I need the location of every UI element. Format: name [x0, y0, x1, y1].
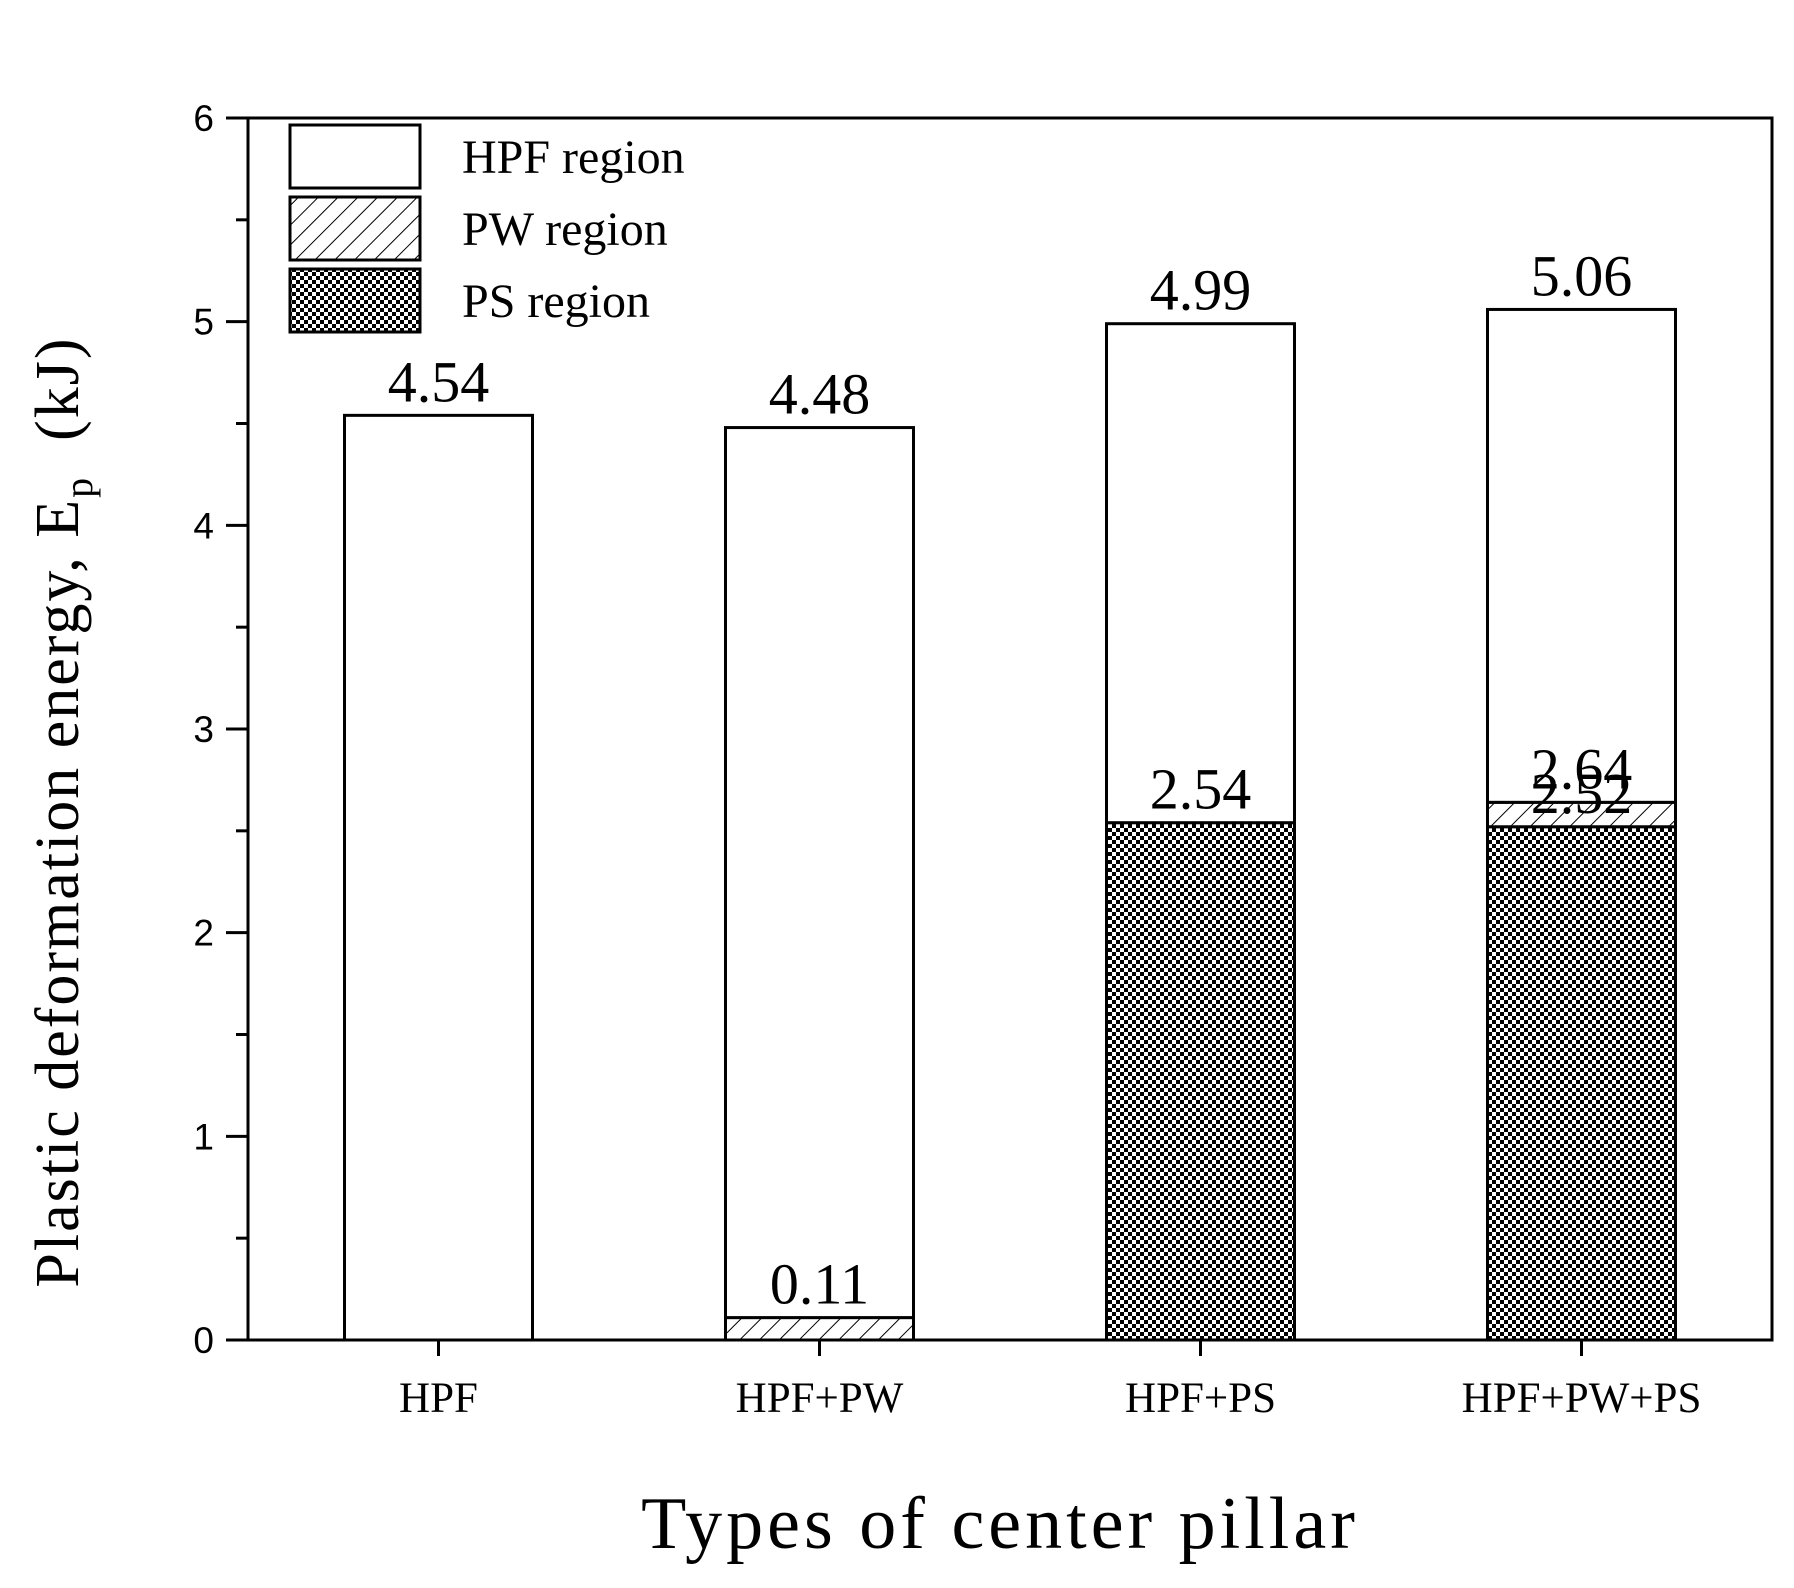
y-tick-label-6: 6 [193, 98, 214, 139]
legend-label-ps-region: PS region [462, 275, 650, 328]
x-axis-title: Types of center pillar [641, 1483, 1359, 1565]
svg-text:Plastic deformation energy, Ep: Plastic deformation energy, Ep (kJ) [24, 336, 101, 1287]
bar-hpf-plus-pw-pw-region [724, 1316, 915, 1342]
bar-hpf-plus-pw-plus-ps-pw-region [1486, 800, 1677, 829]
bar-hpf-plus-pw-plus-ps-ps-region [1486, 825, 1677, 1342]
legend-swatch-hpf-region [288, 123, 422, 190]
y-axis-title: Plastic deformation energy, Ep (kJ) [24, 336, 101, 1287]
data-label-hpf-plus-pw-plus-ps-2-52: 2.52 [1531, 761, 1633, 826]
bar-hpf-plus-ps-ps-region [1105, 821, 1296, 1342]
legend-swatch-ps-region [288, 267, 422, 334]
bars-layer [343, 307, 1677, 1342]
legend: HPF region PW region PS region [288, 123, 685, 334]
y-tick-label-5: 5 [193, 302, 214, 343]
data-label-hpf-plus-ps-4-99: 4.99 [1150, 258, 1252, 323]
y-tick-label-2: 2 [193, 913, 214, 954]
y-tick-label-0: 0 [193, 1320, 214, 1361]
y-tick-label-3: 3 [193, 709, 214, 750]
legend-label-hpf-region: HPF region [462, 131, 685, 184]
axes: 0 1 2 3 4 5 6 HPF HPF+PW HPF+PS HPF+PW+PS [193, 98, 1774, 1422]
y-axis-title-unit: (kJ) [24, 336, 92, 440]
data-label-hpf-4-54: 4.54 [388, 349, 490, 414]
data-labels-layer: 4.54 4.48 0.11 4.99 2.54 5.06 2.642.52 [388, 243, 1633, 1316]
data-label-hpf-plus-ps-2-54: 2.54 [1150, 757, 1252, 822]
y-axis-title-main: Plastic deformation energy, E [24, 498, 92, 1288]
y-tick-label-1: 1 [193, 1116, 214, 1157]
data-label-hpf-plus-pw-4-48: 4.48 [769, 362, 871, 427]
x-tick-label-hpf-plus-ps: HPF+PS [1125, 1375, 1276, 1422]
data-label-hpf-plus-pw-0-11: 0.11 [770, 1252, 869, 1317]
y-axis-title-spacer [24, 441, 92, 476]
data-label-hpf-plus-pw-plus-ps-2-64: 2.64 [1531, 736, 1633, 801]
y-axis-title-subscript: p [56, 476, 101, 498]
y-tick-label-4: 4 [193, 505, 214, 546]
bar-hpf-plus-pw-hpf-region [724, 426, 915, 1320]
x-tick-label-hpf-plus-pw: HPF+PW [736, 1375, 904, 1422]
bar-hpf-plus-pw-plus-ps-hpf-region [1486, 307, 1677, 804]
bar-hpf-plus-ps-hpf-region [1105, 322, 1296, 825]
legend-label-pw-region: PW region [462, 203, 668, 256]
x-tick-label-hpf: HPF [399, 1375, 478, 1422]
x-tick-label-hpf-plus-pw-plus-ps: HPF+PW+PS [1462, 1375, 1702, 1422]
legend-swatch-pw-region [288, 195, 422, 262]
bar-hpf-hpf-region [343, 413, 534, 1342]
data-label-hpf-plus-pw-plus-ps-5-06: 5.06 [1531, 243, 1633, 308]
